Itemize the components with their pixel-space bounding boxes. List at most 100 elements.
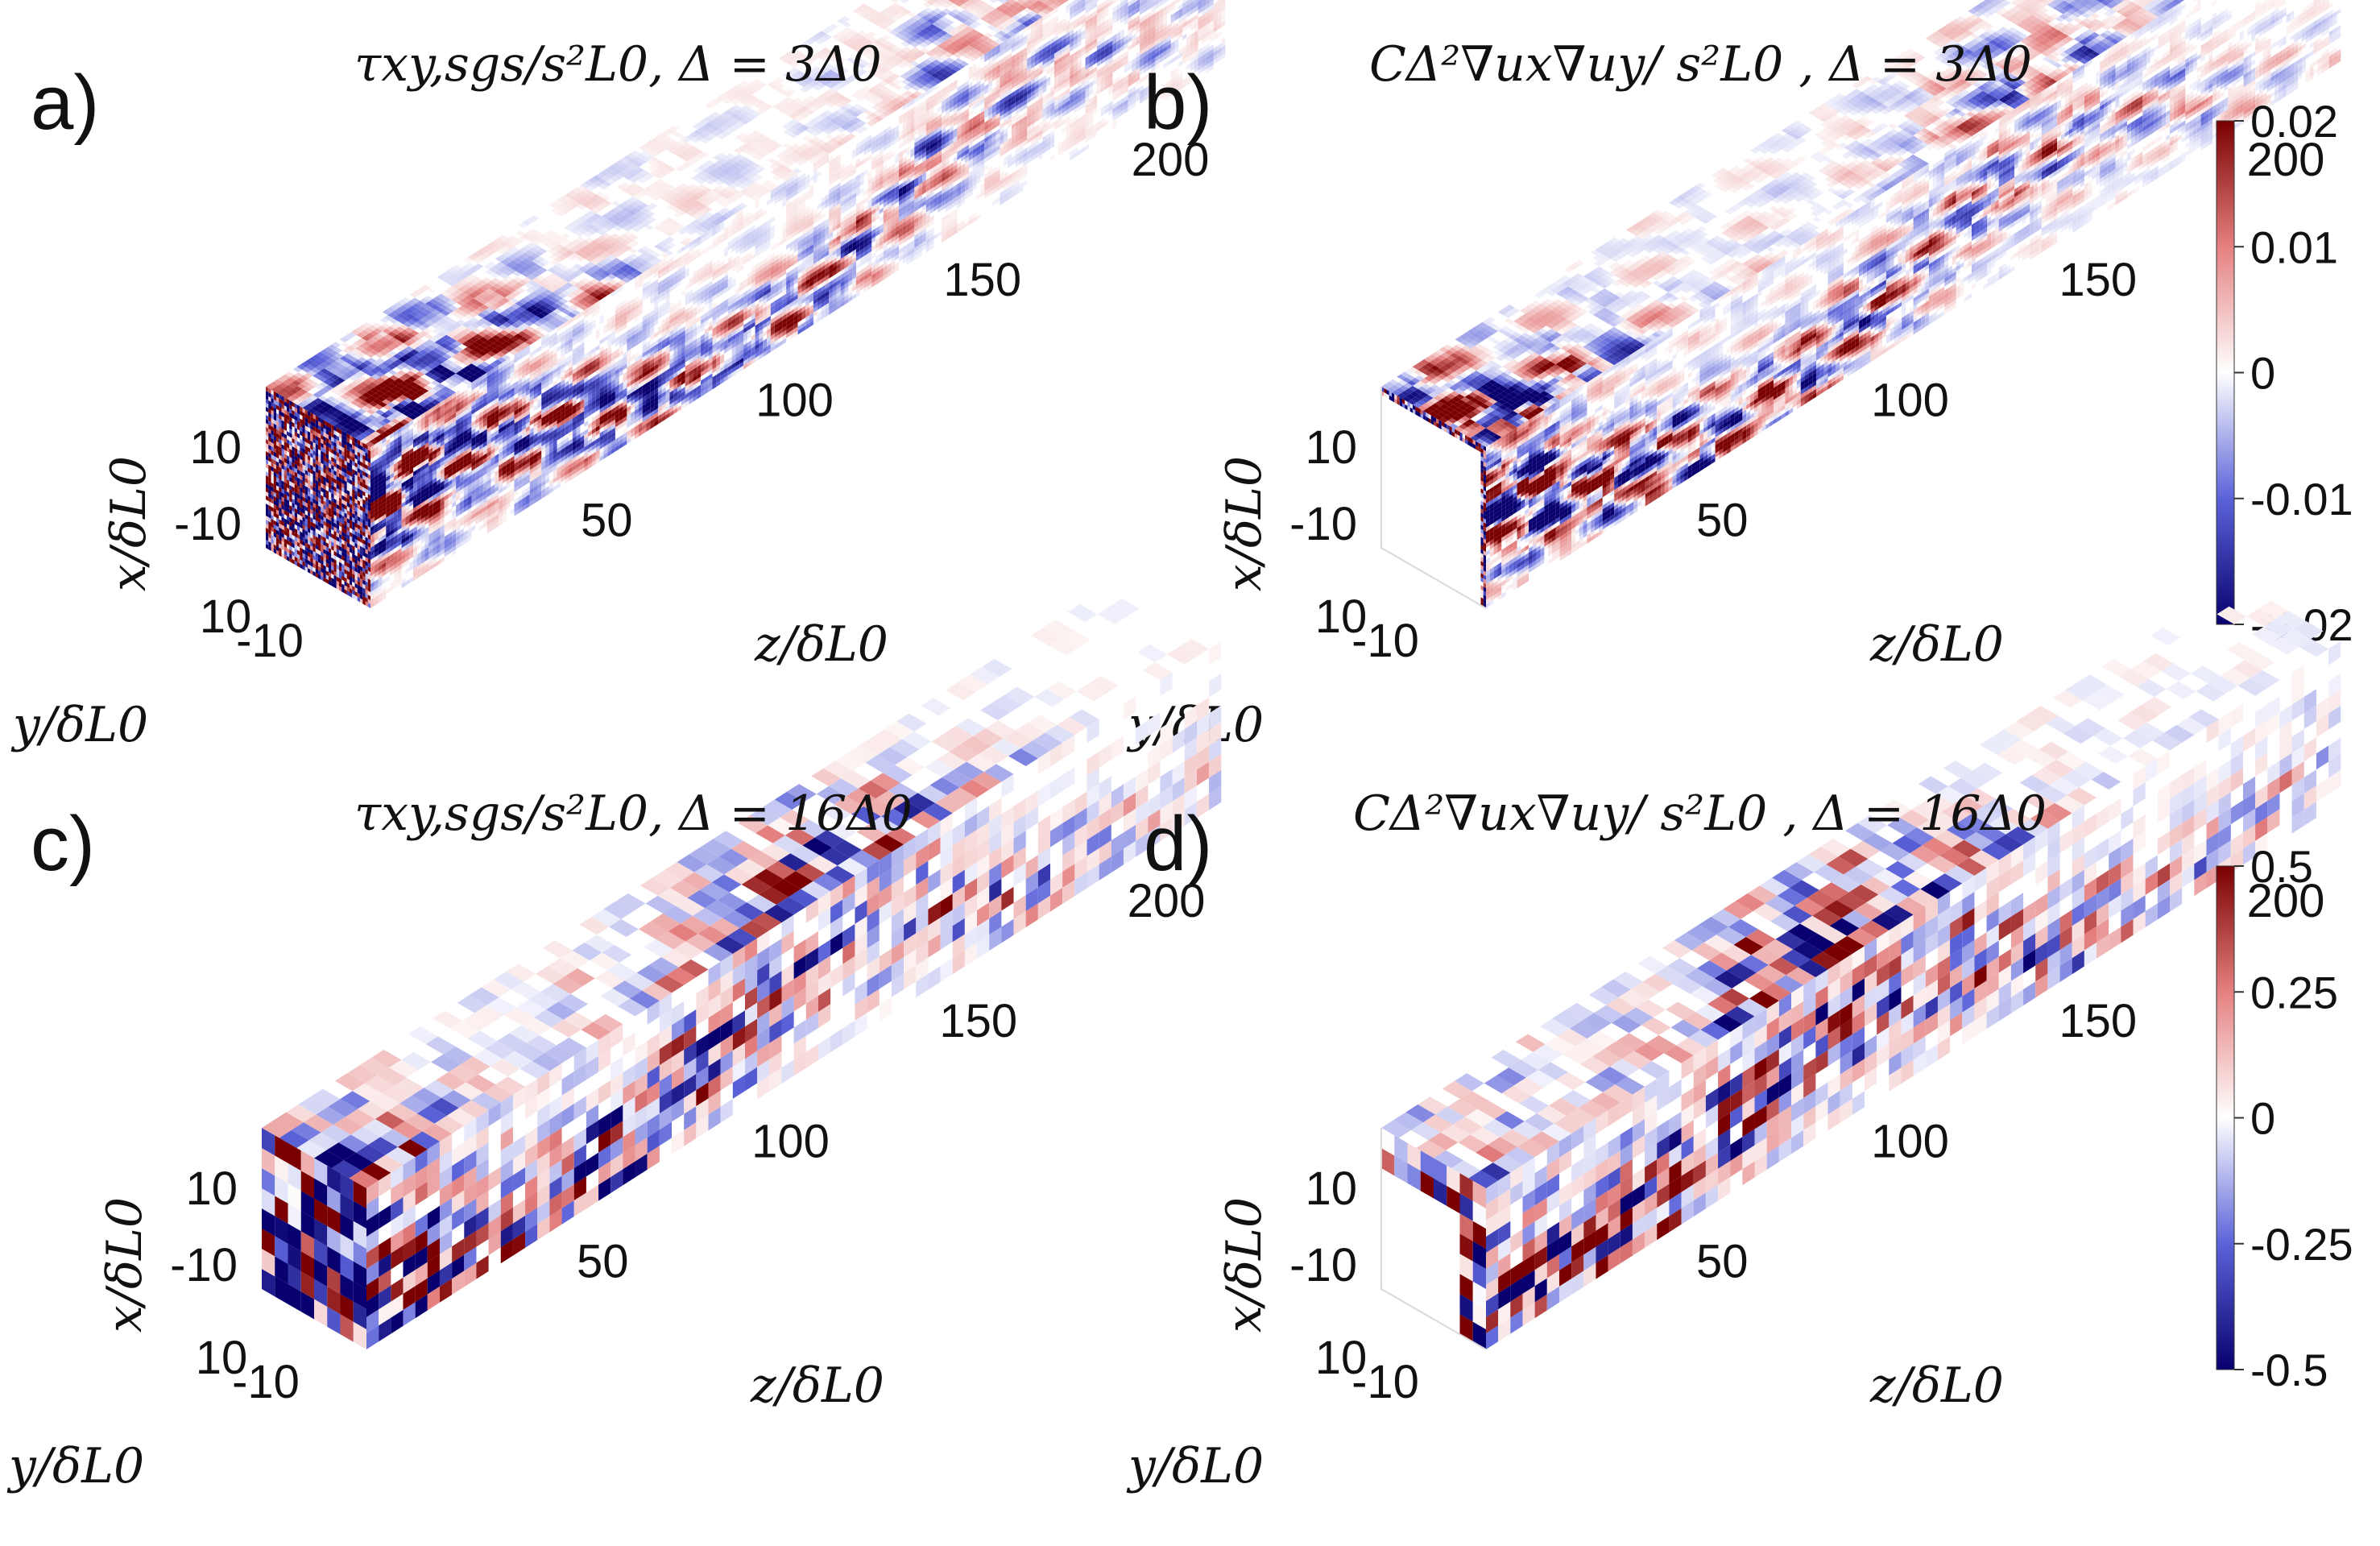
cell xyxy=(386,531,391,538)
cell xyxy=(397,435,402,442)
cell xyxy=(428,516,433,523)
cell xyxy=(393,490,398,497)
cell xyxy=(420,420,425,427)
cell xyxy=(374,526,379,533)
cell xyxy=(424,506,429,513)
cell xyxy=(424,413,429,421)
cell xyxy=(490,476,495,483)
cell xyxy=(378,572,383,579)
cell xyxy=(374,522,379,529)
cell xyxy=(405,446,410,454)
cell xyxy=(382,594,387,601)
cell xyxy=(424,446,429,453)
cell xyxy=(393,574,398,582)
cell xyxy=(401,481,406,488)
cell xyxy=(378,455,383,462)
cell xyxy=(424,421,429,429)
cell xyxy=(416,491,421,498)
cell xyxy=(374,546,379,553)
cell xyxy=(374,591,379,598)
cell xyxy=(413,557,417,566)
cell xyxy=(397,548,402,555)
cell xyxy=(416,551,421,558)
cell xyxy=(424,458,429,465)
cell xyxy=(428,419,433,426)
cell xyxy=(424,470,429,477)
cell xyxy=(867,154,872,161)
cell xyxy=(374,570,379,578)
cell xyxy=(382,453,387,460)
cell xyxy=(409,537,414,544)
cell xyxy=(813,317,817,325)
cell xyxy=(424,566,429,574)
cell xyxy=(378,552,383,559)
cell xyxy=(390,472,394,479)
cell xyxy=(433,549,437,557)
cell xyxy=(370,593,375,600)
cell xyxy=(401,429,406,436)
cell xyxy=(382,501,387,508)
cell xyxy=(405,466,410,474)
cell xyxy=(397,463,402,470)
cell xyxy=(420,488,425,495)
cell xyxy=(416,470,421,478)
cell xyxy=(370,553,375,560)
cell xyxy=(397,516,402,523)
cell xyxy=(413,489,417,497)
cell xyxy=(390,537,394,544)
cell xyxy=(409,460,414,467)
cell xyxy=(416,454,421,462)
cell xyxy=(370,577,375,584)
cell xyxy=(420,444,425,451)
cell xyxy=(428,540,433,547)
cell xyxy=(393,510,398,517)
cell xyxy=(428,443,433,450)
cell xyxy=(420,440,425,447)
cell xyxy=(899,143,903,150)
cell xyxy=(382,469,387,476)
cell xyxy=(409,472,414,479)
cell xyxy=(405,479,410,486)
cell xyxy=(413,545,417,553)
cell xyxy=(378,499,383,507)
cell xyxy=(393,538,398,545)
cell xyxy=(401,473,406,480)
cell xyxy=(378,443,383,450)
cell xyxy=(382,477,387,484)
cell xyxy=(416,462,421,470)
cell xyxy=(770,244,775,252)
cell xyxy=(821,212,826,219)
cell xyxy=(390,484,394,491)
cell xyxy=(397,431,402,438)
cell xyxy=(424,550,429,557)
cell xyxy=(774,242,779,249)
cell xyxy=(374,494,379,501)
cell xyxy=(382,521,387,528)
cell xyxy=(393,498,398,505)
cell xyxy=(416,571,421,578)
cell xyxy=(433,521,437,528)
cell xyxy=(859,159,864,166)
cell xyxy=(378,467,383,475)
cell xyxy=(428,459,433,466)
cell xyxy=(409,452,414,459)
cell xyxy=(378,516,383,523)
cell xyxy=(401,489,406,496)
cell xyxy=(386,567,391,574)
cell xyxy=(413,441,417,449)
cell xyxy=(378,528,383,535)
cell xyxy=(397,427,402,434)
cell xyxy=(401,541,406,549)
cell xyxy=(938,106,942,113)
cell xyxy=(424,466,429,473)
cell xyxy=(413,493,417,501)
cell xyxy=(416,426,421,433)
cell xyxy=(393,474,398,481)
cell xyxy=(420,484,425,491)
cell xyxy=(390,565,394,572)
cell xyxy=(370,448,375,455)
cell xyxy=(424,437,429,445)
cell xyxy=(393,530,398,537)
cell xyxy=(420,452,425,459)
